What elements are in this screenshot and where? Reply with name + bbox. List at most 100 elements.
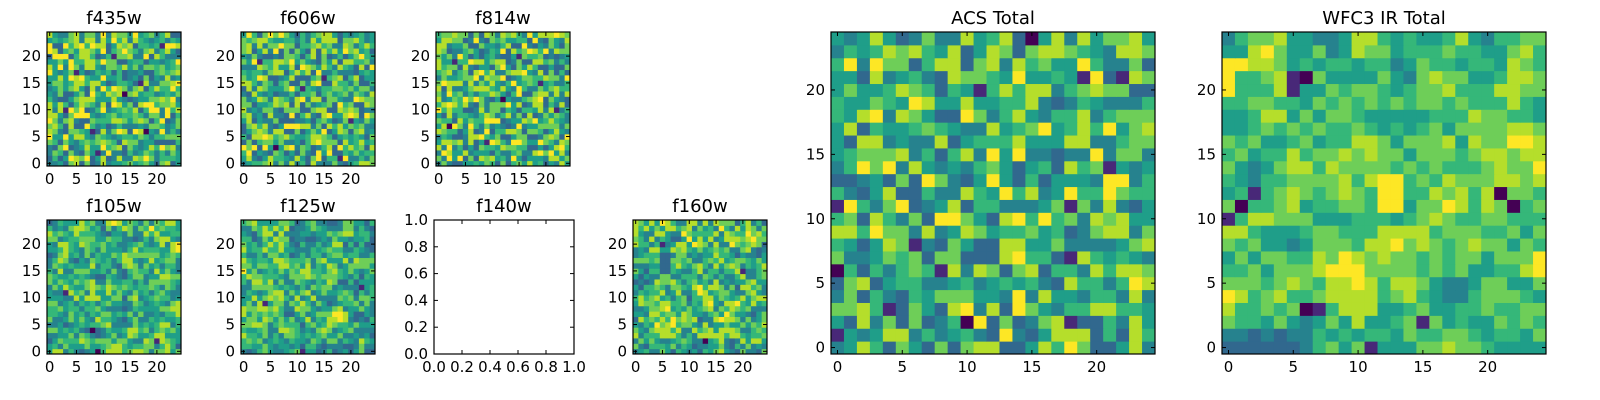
heatmap-cell [159,284,166,291]
heatmap-cell [342,96,349,103]
heatmap-cell [332,155,338,162]
x-tick-label: 20 [147,358,166,376]
heatmap-cell [999,32,1013,46]
heatmap-cell [79,252,86,259]
heatmap-cell [84,37,91,44]
heatmap-cell [132,273,139,280]
x-tick-label: 10 [288,170,307,188]
heatmap-cell [154,305,161,312]
heatmap-cell [57,337,64,344]
heatmap-cell [1051,250,1065,265]
heatmap-cell [138,305,144,312]
heatmap-cell [831,57,845,72]
heatmap-cell [122,123,128,129]
heatmap-cell [305,268,312,275]
heatmap-cell [638,321,645,328]
heatmap-cell [729,257,736,264]
heatmap-cell [505,160,512,167]
heatmap-cell [57,305,64,312]
heatmap-cell [251,133,258,140]
heatmap-cell [353,289,360,296]
heatmap-cell [132,262,139,269]
heatmap-cell [1142,328,1156,342]
heatmap-cell [283,144,290,151]
heatmap-cell [299,348,306,355]
heatmap-cell [246,300,253,307]
heatmap-cell [143,220,150,226]
heatmap-cell [473,32,480,38]
heatmap-cell [1494,250,1508,265]
heatmap-cell [831,186,845,200]
heatmap-cell [908,341,923,355]
heatmap-cell [148,289,155,296]
heatmap-cell [960,57,975,72]
heatmap-cell [143,69,150,76]
heatmap-cell [326,300,333,307]
heatmap-cell [553,48,560,54]
heatmap-cell [105,128,112,135]
heatmap-cell [262,241,269,248]
heatmap-cell [348,284,355,291]
heatmap-cell [724,284,730,291]
heatmap-cell [143,300,150,307]
heatmap-cell [116,128,123,135]
heatmap-cell [95,123,102,129]
heatmap-cell [713,311,720,317]
heatmap-cell [895,250,910,265]
heatmap-cell [527,144,533,151]
heatmap-cell [856,212,871,226]
heatmap-cell [332,160,338,167]
heatmap-cell [57,85,64,92]
heatmap-cell [154,74,161,81]
heatmap-cell [1025,160,1039,175]
heatmap-cell [164,300,171,307]
heatmap-cell [52,48,59,54]
heatmap-cell [973,225,988,239]
heatmap-cell [468,133,475,140]
heatmap-cell [1090,57,1104,72]
heatmap-cell [348,128,355,135]
heatmap-cell [986,147,1000,162]
heatmap-cell [484,64,491,71]
heatmap-cell [521,42,528,49]
heatmap-cell [57,289,64,296]
heatmap-cell [143,311,150,317]
heatmap-cell [273,139,280,146]
heatmap-cell [511,107,517,113]
heatmap-cell [462,117,469,124]
heatmap-cell [342,316,349,323]
heatmap-cell [1142,147,1156,162]
heatmap-cell [681,337,688,344]
heatmap-cell [708,311,714,317]
heatmap-cell [170,139,177,146]
heatmap-cell [856,96,871,110]
heatmap-cell [63,230,69,237]
heatmap-cell [543,107,550,113]
heatmap-cell [1481,199,1495,213]
heatmap-cell [1312,276,1327,291]
heatmap-cell [473,80,480,87]
heatmap-cell [462,53,469,60]
heatmap-cell [713,343,720,350]
heatmap-cell [353,252,360,259]
heatmap-cell [559,149,566,156]
heatmap-cell [348,316,355,323]
heatmap-cell [111,273,118,280]
heatmap-cell [289,107,296,113]
heatmap-cell [262,133,269,140]
heatmap-cell [79,321,86,328]
panel-f814w-frame [435,31,571,167]
heatmap-cell [342,236,349,242]
heatmap-cell [1286,315,1301,329]
heatmap-cell [73,42,80,49]
heatmap-cell [316,48,322,54]
heatmap-cell [869,70,884,85]
heatmap-cell [89,144,96,151]
heatmap-cell [702,348,709,355]
heatmap-cell [1038,109,1052,123]
heatmap-cell [869,186,884,200]
heatmap-cell [1481,328,1495,342]
heatmap-cell [675,236,682,242]
heatmap-cell [63,225,69,232]
heatmap-cell [267,284,274,291]
